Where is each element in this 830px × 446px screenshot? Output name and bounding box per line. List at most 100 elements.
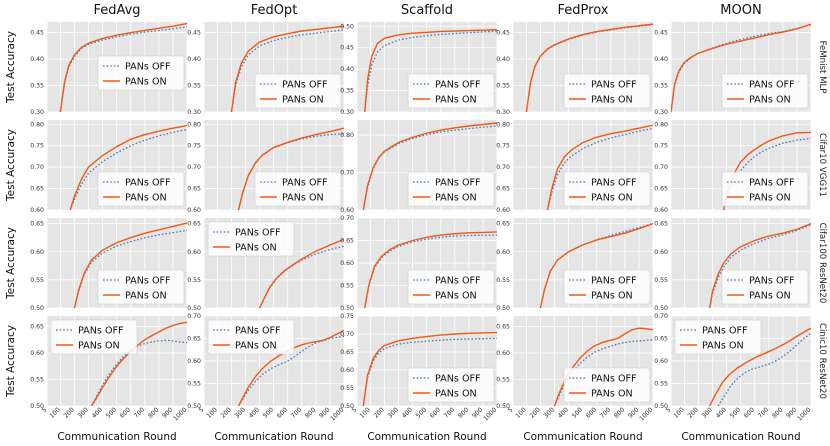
series-line-pans-on: [709, 327, 811, 406]
series-group: [230, 25, 344, 112]
series-group: [362, 122, 497, 210]
y-tick-label: 0.80: [187, 121, 201, 128]
series-group: [364, 29, 497, 112]
legend: PANs OFF PANs ON: [721, 73, 809, 109]
y-tick-label: 0.40: [30, 56, 44, 63]
series-group: [73, 222, 187, 308]
x-tick-label: 5: [665, 406, 673, 414]
x-tick-label: 400: [401, 406, 414, 419]
x-tick-label: 200: [63, 406, 76, 419]
legend-label-pans-off: PANs OFF: [435, 178, 481, 189]
y-tick-label: 0.30: [496, 109, 510, 116]
x-tick-label: 100: [514, 406, 527, 419]
panel-cifar10-vgg11-fedprox: 0.60 0.65 0.70 0.75 0.80 PANs OFF PANs ON: [496, 120, 654, 214]
series-line-pans-on: [59, 22, 187, 112]
legend: PANs OFF PANs ON: [721, 171, 809, 207]
y-tick-label: 0.60: [30, 207, 44, 214]
y-axis-label: Test Accuracy: [5, 325, 17, 398]
x-tick-label: 5: [351, 406, 359, 414]
y-tick-label: 0.65: [187, 186, 201, 193]
legend: PANs OFF PANs ON: [50, 319, 138, 355]
panel-femnist-mlp-fedprox: 0.30 0.35 0.40 0.45 PANs OFF PANs ON: [496, 22, 654, 116]
legend-label-pans-on: PANs ON: [125, 193, 167, 204]
y-tick-label: 0.70: [30, 164, 44, 171]
legend: PANs OFF PANs ON: [407, 171, 495, 207]
series-group: [59, 22, 187, 112]
x-tick-label: 400: [557, 406, 570, 419]
series-group: [90, 321, 187, 406]
y-tick-label: 0.35: [496, 83, 510, 90]
x-tick-label: 300: [387, 406, 400, 419]
legend: PANs OFF PANs ON: [563, 73, 651, 109]
y-tick-label: 0.45: [340, 45, 354, 52]
x-tick-label: 600: [585, 406, 598, 419]
x-tick-label: 200: [220, 406, 233, 419]
legend-label-pans-on: PANs ON: [435, 95, 477, 106]
x-tick-label: 500: [571, 406, 584, 419]
x-axis-label: Communication Round: [367, 431, 486, 443]
y-tick-label: 0.75: [30, 143, 44, 150]
x-tick-label: 100: [358, 406, 371, 419]
y-tick-label: 0.60: [30, 249, 44, 256]
panel-cinic10-resnet20-scaffold: 0.50 0.55 0.60 0.65 0.70 0.75 5 100 200 300 400 500…: [340, 313, 498, 443]
y-tick-label: 0.65: [654, 186, 668, 193]
y-tick-label: 0.65: [496, 324, 510, 331]
x-tick-label: 500: [262, 406, 275, 419]
y-tick-label: 0.70: [340, 170, 354, 177]
series-group: [237, 127, 344, 210]
x-tick-label: 700: [599, 406, 612, 419]
x-tick-label: 200: [529, 406, 542, 419]
series-line-pans-off: [717, 332, 811, 406]
y-tick-label: 0.55: [340, 283, 354, 290]
panel-femnist-mlp-scaffold: 0.30 0.35 0.40 0.45 0.50 PANs OFF PANs ON: [340, 22, 498, 116]
panel-femnist-mlp-fedopt: 0.30 0.35 0.40 0.45 PANs OFF PANs ON: [187, 22, 345, 116]
y-tick-label: 0.65: [496, 221, 510, 228]
y-tick-label: 0.30: [187, 109, 201, 116]
legend-label-pans-on: PANs ON: [235, 341, 277, 352]
y-tick-label: 0.60: [187, 358, 201, 365]
legend-label-pans-on: PANs ON: [591, 95, 633, 106]
y-tick-label: 0.60: [654, 207, 668, 214]
y-tick-label: 0.65: [30, 221, 44, 228]
y-tick-label: 0.50: [496, 305, 510, 312]
y-tick-label: 0.40: [496, 56, 510, 63]
series-line-pans-on: [237, 127, 344, 210]
y-tick-label: 0.55: [30, 277, 44, 284]
legend-label-pans-on: PANs ON: [125, 291, 167, 302]
row-label-cifar10-vgg11: Cifar10 VGG11: [817, 133, 827, 197]
x-tick-label: 700: [133, 406, 146, 419]
series-line-pans-off: [539, 223, 653, 308]
legend-label-pans-off: PANs OFF: [591, 374, 637, 385]
x-tick-label: 800: [613, 406, 626, 419]
legend: PANs OFF PANs ON: [97, 55, 185, 91]
y-tick-label: 0.50: [654, 305, 668, 312]
column-title-fedopt: FedOpt: [251, 3, 298, 18]
legend: PANs OFF PANs ON: [674, 319, 762, 355]
column-title-fedprox: FedProx: [558, 3, 609, 18]
series-line-pans-on: [73, 222, 187, 308]
legend-label-pans-on: PANs ON: [282, 95, 324, 106]
x-tick-label: 500: [415, 406, 428, 419]
y-tick-label: 0.80: [496, 121, 510, 128]
y-tick-label: 0.70: [496, 164, 510, 171]
x-tick-label: 400: [91, 406, 104, 419]
y-tick-label: 0.55: [496, 277, 510, 284]
series-line-pans-on: [362, 122, 497, 210]
legend-label-pans-on: PANs ON: [702, 341, 744, 352]
y-tick-label: 0.35: [340, 88, 354, 95]
y-tick-label: 0.55: [187, 277, 201, 284]
y-tick-label: 0.30: [30, 109, 44, 116]
y-tick-label: 0.60: [187, 207, 201, 214]
y-tick-label: 0.75: [654, 143, 668, 150]
y-tick-label: 0.50: [340, 305, 354, 312]
series-line-pans-on: [364, 231, 497, 308]
x-tick-label: 800: [771, 406, 784, 419]
x-tick-label: 100: [48, 406, 61, 419]
series-line-pans-off: [69, 128, 187, 210]
panel-cifar10-vgg11-fedavg: 0.60 0.65 0.70 0.75 0.80 Test Accuracy PANs OF…: [5, 120, 188, 214]
column-title-moon: MOON: [720, 3, 761, 18]
y-tick-label: 0.65: [654, 221, 668, 228]
legend: PANs OFF PANs ON: [563, 171, 651, 207]
